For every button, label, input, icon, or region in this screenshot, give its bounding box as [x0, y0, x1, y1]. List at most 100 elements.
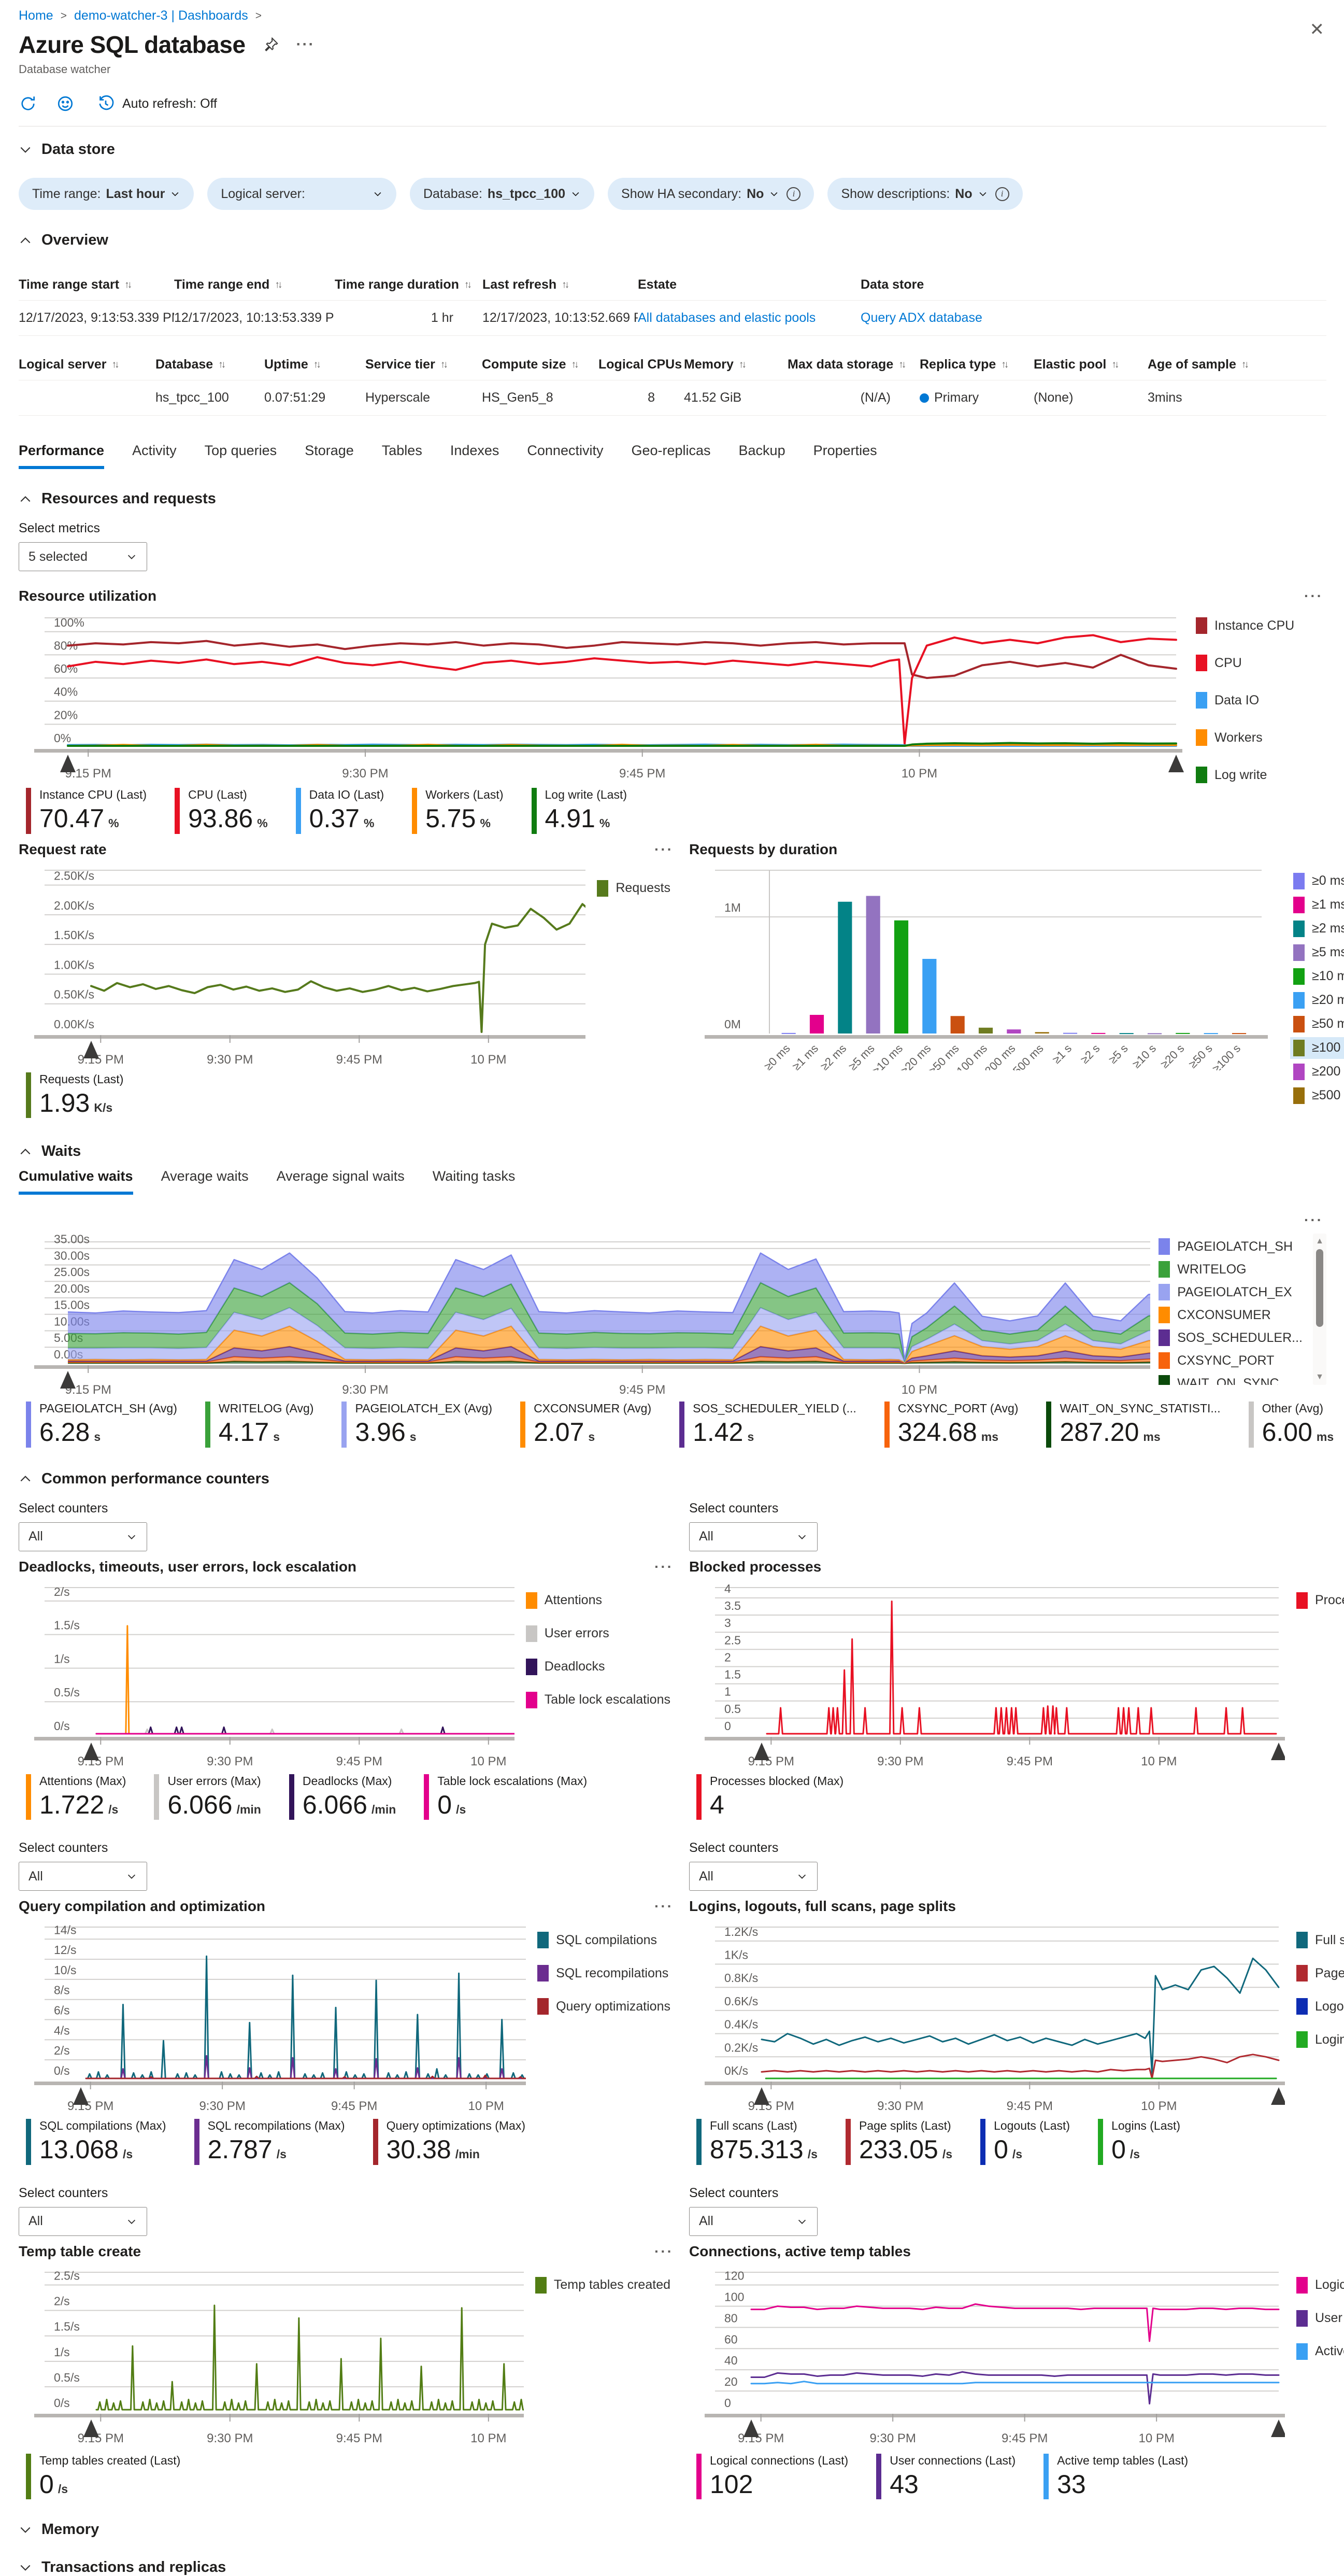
- legend-active-temp-tables[interactable]: Active temp tables: [1293, 2341, 1344, 2362]
- select-counters-dropdown[interactable]: All: [689, 2206, 818, 2236]
- bar-1-ms[interactable]: [809, 1014, 824, 1034]
- select-counters-dropdown[interactable]: All: [689, 1522, 818, 1551]
- scroll-down-icon[interactable]: ▼: [1316, 1372, 1324, 1381]
- section-data-store[interactable]: Data store: [19, 141, 1326, 158]
- legend-logouts[interactable]: Logouts: [1293, 1995, 1344, 2017]
- column-header-logical-cpus[interactable]: Logical CPUs↑↓: [598, 357, 682, 372]
- select-counters-dropdown[interactable]: All: [689, 1862, 818, 1891]
- auto-refresh-button[interactable]: Auto refresh: Off: [93, 94, 220, 114]
- section-resources-requests[interactable]: Resources and requests: [19, 490, 1326, 507]
- chart-menu-icon[interactable]: ···: [1301, 587, 1326, 605]
- column-header-uptime[interactable]: Uptime ↑↓: [264, 357, 321, 372]
- select-metrics-dropdown[interactable]: 5 selected: [19, 542, 147, 571]
- waits-tab-waiting-tasks[interactable]: Waiting tasks: [432, 1168, 516, 1184]
- section-overview[interactable]: Overview: [19, 232, 1326, 249]
- legend-deadlocks[interactable]: Deadlocks: [523, 1656, 677, 1678]
- scrollbar-thumb[interactable]: [1316, 1249, 1323, 1327]
- column-header-age-of-sample[interactable]: Age of sample ↑↓: [1148, 357, 1249, 372]
- waits-tab-cumulative-waits[interactable]: Cumulative waits: [19, 1168, 133, 1195]
- legend-processes-blocked[interactable]: Processes blocked: [1293, 1590, 1344, 1611]
- bar-2-s[interactable]: [1091, 1032, 1106, 1034]
- bar-500-ms[interactable]: [1035, 1031, 1049, 1034]
- bar-100-ms[interactable]: [978, 1027, 993, 1034]
- column-header-replica-type[interactable]: Replica type ↑↓: [920, 357, 1009, 372]
- legend-cpu[interactable]: CPU: [1193, 652, 1300, 674]
- legend-requests[interactable]: Requests: [594, 877, 677, 899]
- bar-1-s[interactable]: [1063, 1032, 1078, 1034]
- bar-20-ms[interactable]: [922, 958, 937, 1034]
- bar-10-ms[interactable]: [894, 920, 909, 1034]
- tab-storage[interactable]: Storage: [305, 443, 354, 458]
- column-header-service-tier[interactable]: Service tier ↑↓: [365, 357, 448, 372]
- section-memory[interactable]: Memory: [19, 2521, 1326, 2538]
- legend-attentions[interactable]: Attentions: [523, 1590, 677, 1611]
- chart-menu-icon[interactable]: ···: [651, 1898, 677, 1915]
- legend-log-write[interactable]: Log write: [1193, 764, 1300, 786]
- legend-1-ms[interactable]: ≥1 ms: [1290, 894, 1344, 916]
- legend-sql-compilations[interactable]: SQL compilations: [534, 1929, 677, 1951]
- section-waits[interactable]: Waits: [19, 1143, 1326, 1160]
- legend-100-ms[interactable]: ≥100 ms: [1290, 1037, 1344, 1059]
- column-header-database[interactable]: Database ↑↓: [155, 357, 226, 372]
- legend-workers[interactable]: Workers: [1193, 727, 1300, 748]
- chart-menu-icon[interactable]: ···: [651, 2243, 677, 2260]
- legend-query-optimizations[interactable]: Query optimizations: [534, 1995, 677, 2017]
- filter-pill-time-range[interactable]: Time range: Last hour: [19, 178, 194, 210]
- legend-50-ms[interactable]: ≥50 ms: [1290, 1013, 1344, 1035]
- bar-0-ms[interactable]: [781, 1032, 796, 1034]
- pin-icon[interactable]: [263, 37, 279, 52]
- bar-20-s[interactable]: [1176, 1032, 1190, 1034]
- column-header-data-store[interactable]: Data store: [861, 277, 924, 292]
- tab-tables[interactable]: Tables: [381, 443, 422, 458]
- column-header-compute-size[interactable]: Compute size ↑↓: [482, 357, 579, 372]
- legend-user-errors[interactable]: User errors: [523, 1623, 677, 1645]
- legend-10-ms[interactable]: ≥10 ms: [1290, 966, 1344, 987]
- bar-5-s[interactable]: [1119, 1032, 1134, 1034]
- column-header-logical-server[interactable]: Logical server ↑↓: [19, 357, 120, 372]
- legend-2-ms[interactable]: ≥2 ms: [1290, 918, 1344, 940]
- bar-50-s[interactable]: [1204, 1032, 1218, 1034]
- tab-backup[interactable]: Backup: [738, 443, 785, 458]
- legend-writelog[interactable]: WRITELOG: [1155, 1258, 1309, 1280]
- feedback-smiley-icon[interactable]: [56, 94, 75, 113]
- waits-tab-average-waits[interactable]: Average waits: [161, 1168, 249, 1184]
- link-all-databases-and-elastic-pools[interactable]: All databases and elastic pools: [638, 310, 816, 325]
- tab-geo-replicas[interactable]: Geo-replicas: [631, 443, 711, 458]
- legend-user-connections[interactable]: User connections: [1293, 2308, 1344, 2329]
- filter-pill-show-ha-secondary[interactable]: Show HA secondary: No i: [608, 178, 814, 210]
- bar-100-s[interactable]: [1232, 1032, 1247, 1034]
- legend-pageiolatch-ex[interactable]: PAGEIOLATCH_EX: [1155, 1281, 1309, 1303]
- filter-pill-database[interactable]: Database: hs_tpcc_100: [409, 178, 595, 210]
- column-header-estate[interactable]: Estate: [638, 277, 677, 292]
- chart-menu-icon[interactable]: ···: [651, 1558, 677, 1576]
- breadcrumb-link-demo-watcher-3-dashboards[interactable]: demo-watcher-3 | Dashboards: [74, 8, 248, 23]
- column-header-memory[interactable]: Memory ↑↓: [684, 357, 747, 372]
- link-query-adx-database[interactable]: Query ADX database: [861, 310, 982, 325]
- column-header-max-data-storage[interactable]: Max data storage ↑↓: [788, 357, 906, 372]
- bar-5-ms[interactable]: [866, 896, 880, 1034]
- bar-200-ms[interactable]: [1007, 1029, 1021, 1034]
- breadcrumb-link-home[interactable]: Home: [19, 8, 53, 23]
- legend-20-ms[interactable]: ≥20 ms: [1290, 989, 1344, 1011]
- legend-instance-cpu[interactable]: Instance CPU: [1193, 615, 1300, 636]
- column-header-time-range-duration[interactable]: Time range duration ↑↓: [335, 277, 472, 292]
- legend-cxconsumer[interactable]: CXCONSUMER: [1155, 1304, 1309, 1326]
- select-counters-dropdown[interactable]: All: [19, 1522, 147, 1551]
- bar-50-ms[interactable]: [950, 1015, 965, 1034]
- legend-pageiolatch-sh[interactable]: PAGEIOLATCH_SH: [1155, 1236, 1309, 1257]
- refresh-icon[interactable]: [19, 94, 37, 113]
- legend-scrollbar[interactable]: ▲ ▼: [1313, 1234, 1326, 1385]
- legend-0-ms[interactable]: ≥0 ms: [1290, 870, 1344, 892]
- section-common-counters[interactable]: Common performance counters: [19, 1470, 1326, 1488]
- tab-properties[interactable]: Properties: [813, 443, 877, 458]
- select-counters-dropdown[interactable]: All: [19, 2206, 147, 2236]
- legend-200-ms[interactable]: ≥200 ms: [1290, 1061, 1344, 1083]
- legend-sql-recompilations[interactable]: SQL recompilations: [534, 1962, 677, 1984]
- bar-2-ms[interactable]: [838, 901, 852, 1034]
- title-more-icon[interactable]: ···: [296, 36, 315, 53]
- filter-pill-logical-server[interactable]: Logical server:: [207, 178, 396, 210]
- chart-menu-icon[interactable]: ···: [651, 841, 677, 858]
- legend-logical-connections[interactable]: Logical connections: [1293, 2274, 1344, 2296]
- chart-menu-icon[interactable]: ···: [1301, 1211, 1326, 1229]
- legend-logins[interactable]: Logins: [1293, 2029, 1344, 2050]
